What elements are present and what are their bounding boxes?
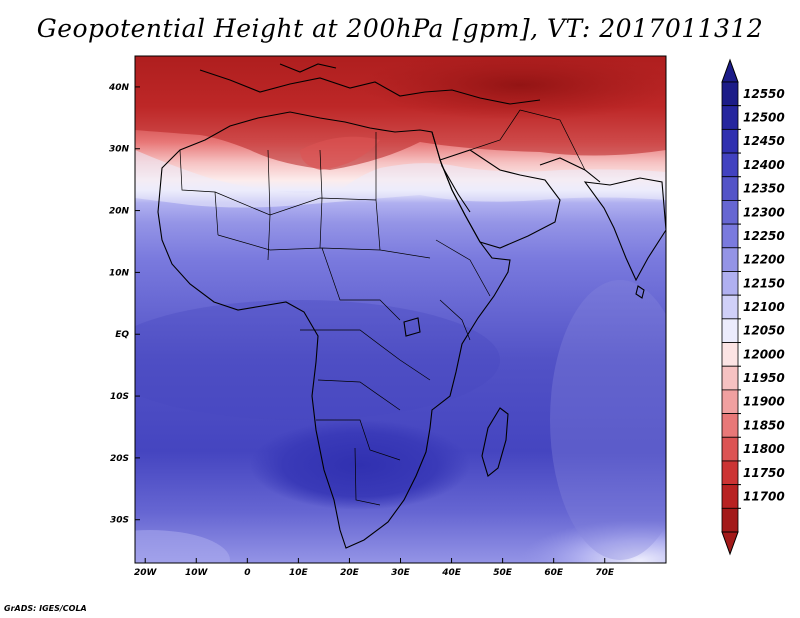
colorbar-extend-top [721,58,739,83]
colorbar-label: 12350 [743,182,785,196]
map-title: Geopotential Height at 200hPa [gpm], VT:… [36,14,764,43]
colorbar-swatch [721,223,739,249]
colorbar-label: 11750 [743,466,785,480]
colorbar-swatch [721,105,739,130]
colorbar-swatch [721,247,739,272]
colorbar-swatch [721,342,739,367]
lat-tick-label: 10S [110,392,129,402]
lon-tick-label: 10E [289,568,309,578]
colorbar-swatch [721,436,739,462]
coastline [157,63,666,549]
colorbar-swatch [721,200,739,225]
lon-tick-label: 20W [134,568,158,578]
colorbar-label: 12300 [743,205,785,219]
colorbar-label: 12400 [743,158,785,172]
colorbar-swatch [721,294,739,320]
lon-tick-label: 20E [340,568,360,578]
colorbar-swatch [721,365,739,391]
colorbar: 12550 12500 12450 12400 12350 12300 12250 12200… [721,58,785,556]
lon-tick-label: 10W [185,568,209,578]
lat-tick-label: 40N [108,83,130,93]
lat-tick-label: EQ [115,330,129,340]
colorbar-swatch [721,128,739,154]
colorbar-extend-bottom [721,531,739,556]
colorbar-label: 11800 [743,442,785,456]
longitude-axis: 20W 10W 0 10E 20E 30E 40E 50E 60E 70E [134,558,615,578]
height-field [135,56,666,563]
colorbar-swatch [721,460,739,486]
colorbar-label: 12000 [743,347,785,361]
colorbar-label: 12450 [743,134,785,148]
country-borders [179,109,586,506]
colorbar-swatch [721,81,739,107]
colorbar-label: 11900 [743,395,785,409]
colorbar-swatch [721,152,739,178]
lat-tick-label: 30S [110,516,129,526]
lon-tick-label: 60E [544,568,564,578]
lat-tick-label: 20N [109,207,130,217]
grads-credit: GrADS: IGES/COLA [4,604,87,613]
colorbar-label: 11700 [743,489,785,503]
colorbar-swatch [721,318,739,343]
lat-tick-label: 10N [109,268,130,278]
colorbar-label: 12550 [743,87,785,101]
lat-tick-label: 30N [109,145,130,155]
lon-tick-label: 0 [244,568,250,578]
colorbar-label: 12150 [743,276,785,290]
lon-tick-label: 50E [493,568,513,578]
colorbar-swatch [721,176,739,201]
lon-tick-label: 40E [441,568,462,578]
colorbar-swatch [721,389,739,414]
colorbar-label: 12200 [743,253,785,267]
colorbar-swatch [721,271,739,296]
colorbar-label: 12050 [743,324,785,338]
lat-tick-label: 20S [110,454,129,464]
colorbar-label: 12250 [743,229,785,243]
lon-tick-label: 30E [391,568,411,578]
colorbar-label: 11950 [743,371,785,385]
colorbar-label: 12500 [743,111,785,125]
colorbar-swatch [721,507,739,533]
colorbar-swatch [721,413,739,438]
colorbar-swatch [721,484,739,509]
lon-tick-label: 70E [595,568,615,578]
latitude-axis: 40N 30N 20N 10N EQ 10S 20S 30S [108,83,140,526]
colorbar-label: 12100 [743,300,785,314]
colorbar-label: 11850 [743,418,785,432]
